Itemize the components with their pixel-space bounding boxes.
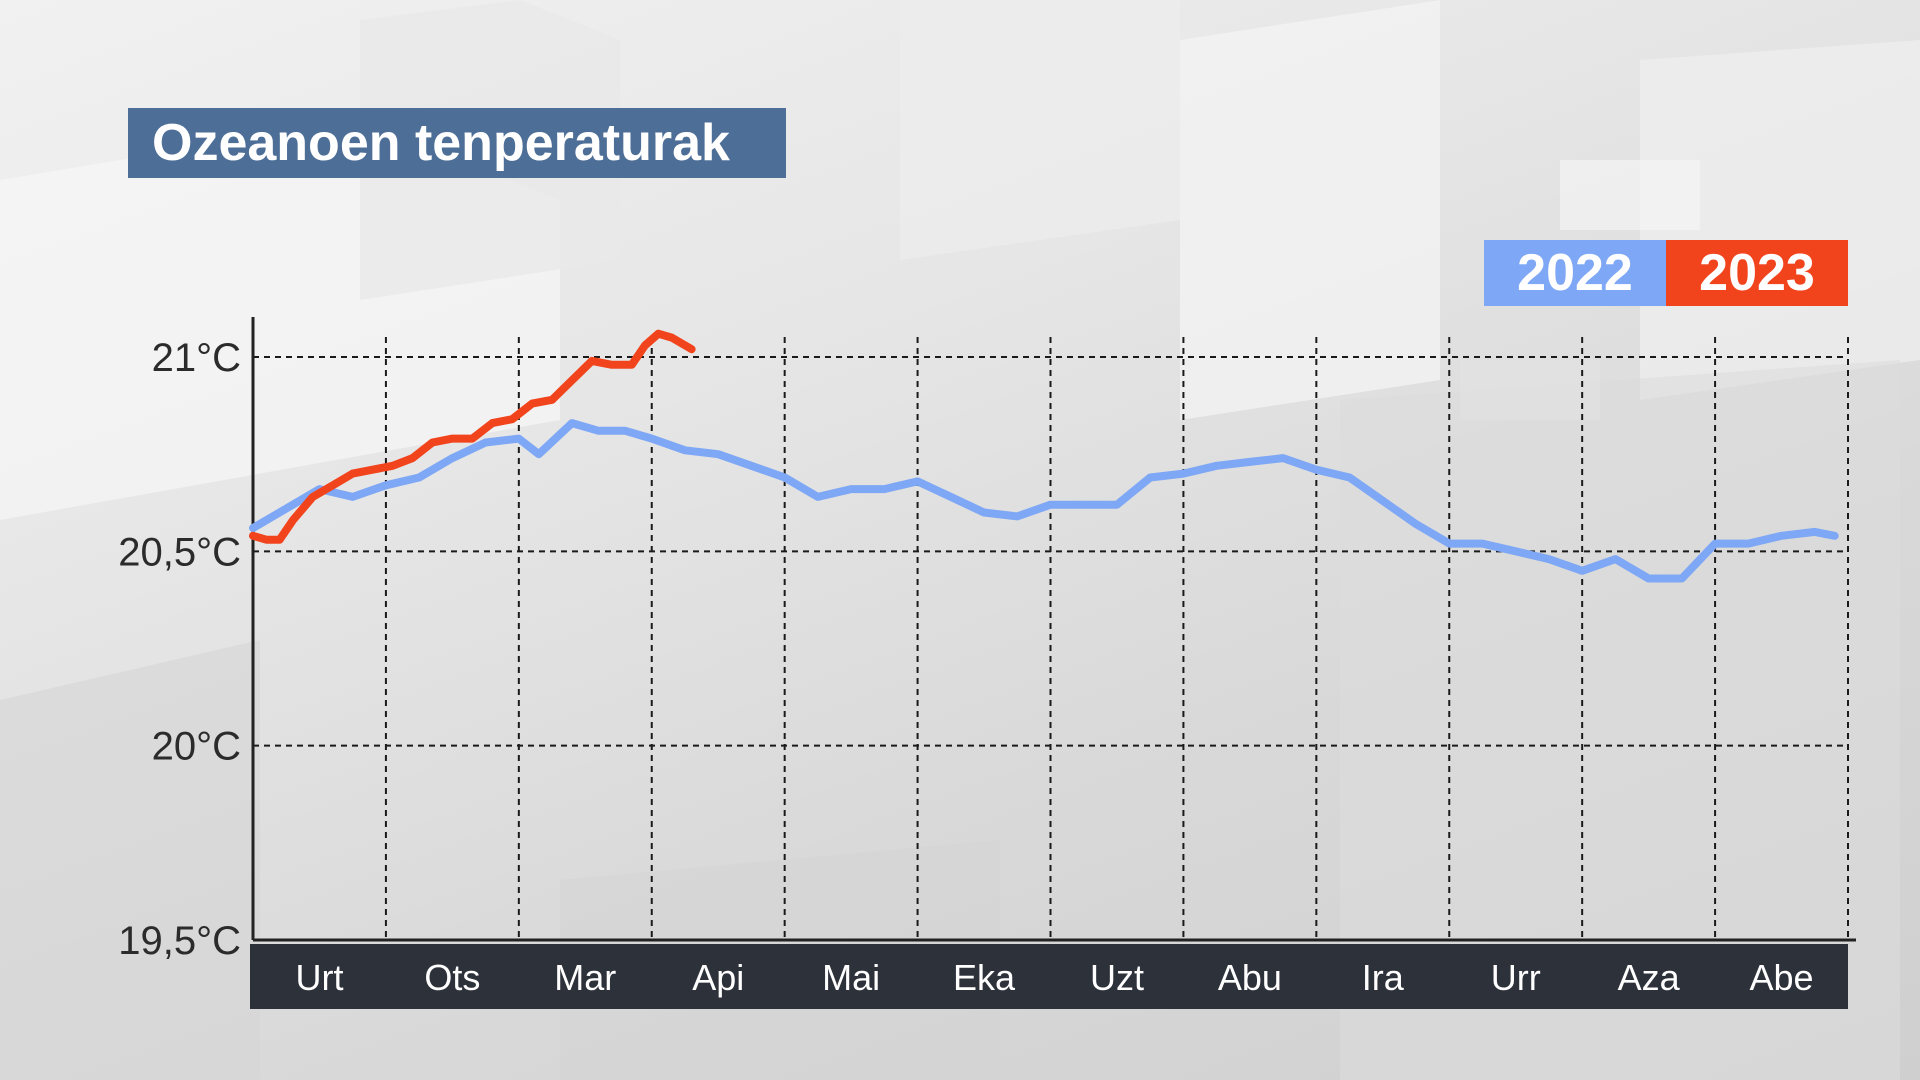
series-line-2023 — [249, 329, 696, 544]
x-tick-label: Abe — [1750, 957, 1814, 998]
series-line-2022 — [249, 419, 1839, 583]
x-tick-label: Urt — [295, 957, 343, 998]
x-tick-label: Mai — [822, 957, 880, 998]
x-tick-label: Mar — [554, 957, 616, 998]
x-axis-bar — [250, 944, 1848, 1009]
x-tick-label: Api — [692, 957, 744, 998]
x-tick-label: Abu — [1218, 957, 1282, 998]
y-tick-label: 20,5°C — [118, 530, 241, 574]
y-tick-label: 20°C — [152, 725, 241, 769]
y-tick-label: 19,5°C — [118, 919, 241, 963]
legend-2022: 2022 — [1484, 240, 1666, 306]
chart-legend: 2022 2023 — [1484, 240, 1848, 306]
chart-title: Ozeanoen tenperaturak — [128, 108, 786, 178]
x-tick-label: Urr — [1491, 957, 1541, 998]
x-tick-label: Aza — [1618, 957, 1681, 998]
y-tick-label: 21°C — [152, 336, 241, 380]
x-tick-label: Ots — [424, 957, 480, 998]
x-tick-label: Uzt — [1090, 957, 1144, 998]
x-tick-label: Eka — [953, 957, 1016, 998]
x-tick-label: Ira — [1362, 957, 1405, 998]
legend-2023: 2023 — [1666, 240, 1848, 306]
